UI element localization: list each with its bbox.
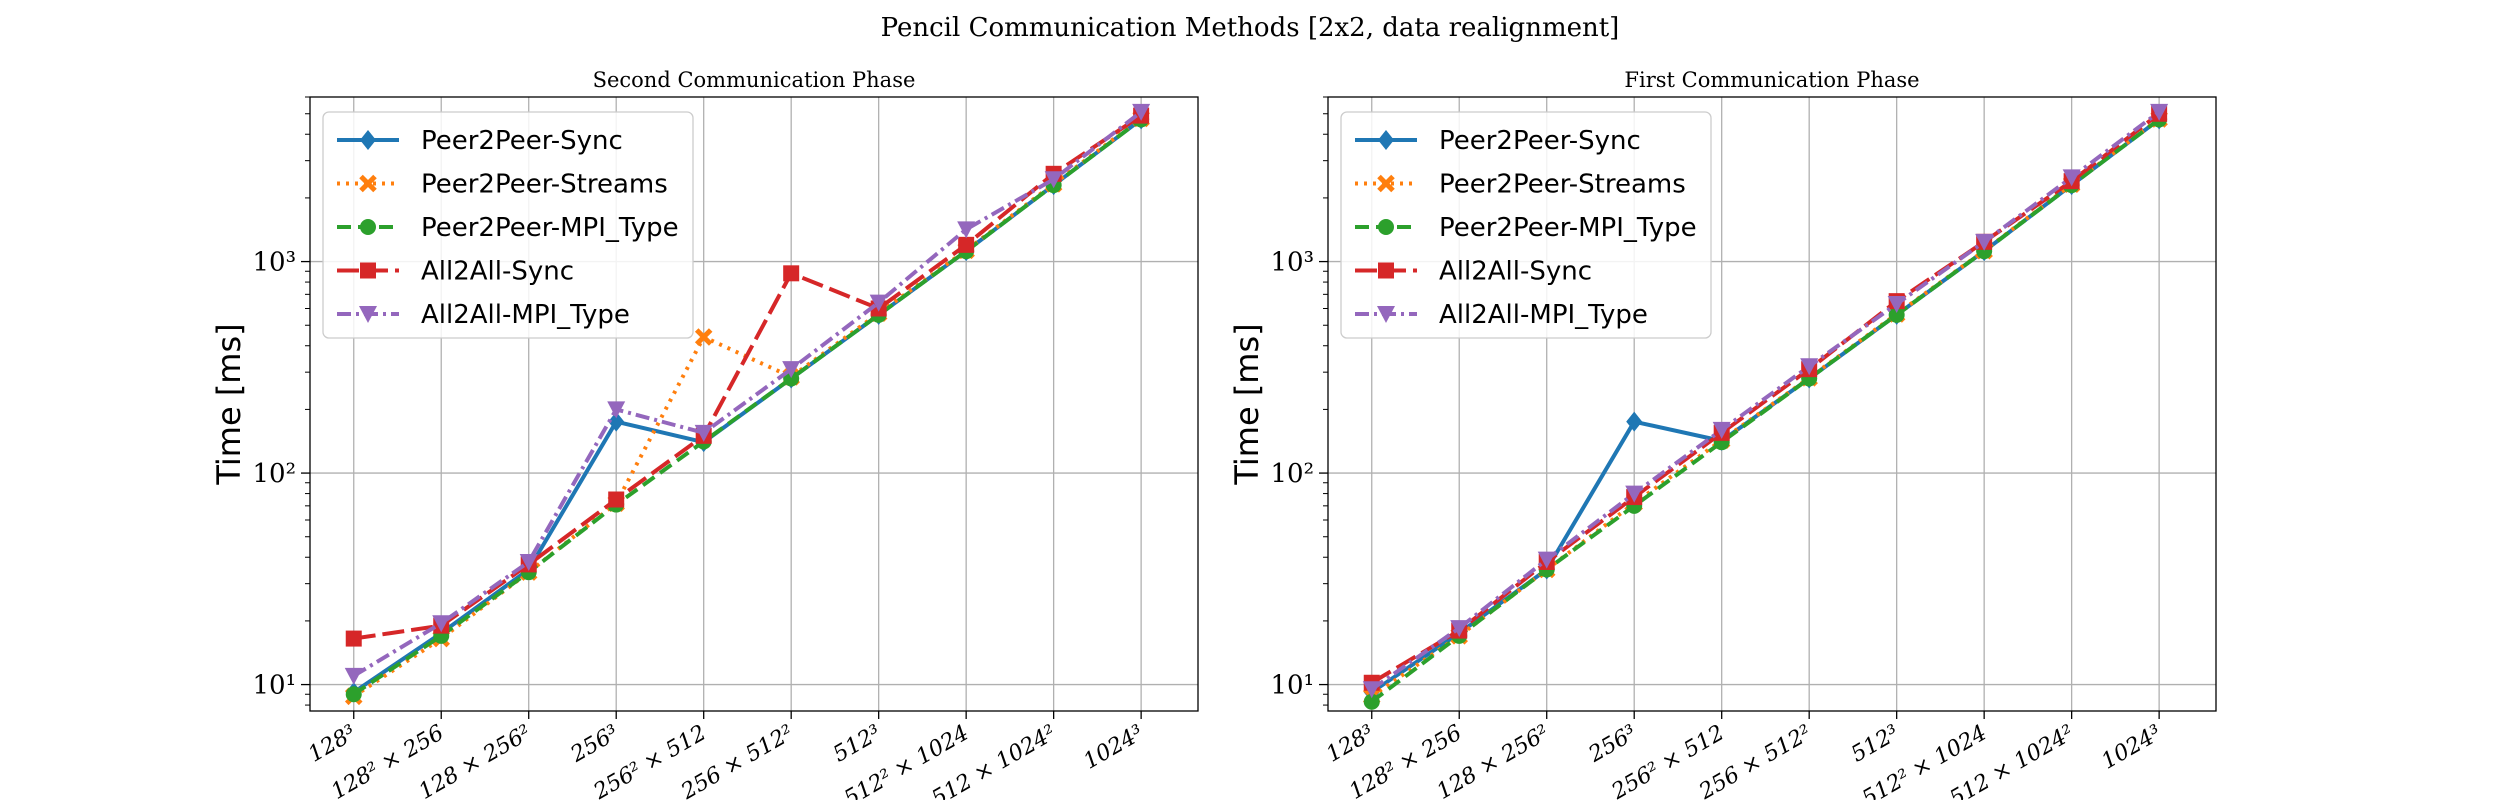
- legend-label: All2All-Sync: [1439, 257, 1592, 287]
- legend-entry-all2all-sync: All2All-Sync: [1355, 257, 1592, 287]
- data-point: [2062, 169, 2081, 187]
- data-point: [608, 491, 625, 508]
- data-point: [432, 615, 451, 633]
- plot-frame: [1327, 96, 2217, 712]
- legend-marker: [359, 174, 377, 193]
- legend-label: Peer2Peer-MPI_Type: [1439, 213, 1697, 243]
- y-axis-label: Time [ms]: [210, 323, 248, 485]
- legend-entry-peer2peer-sync: Peer2Peer-Sync: [1355, 126, 1641, 156]
- data-point: [1044, 171, 1063, 189]
- legend-marker: [359, 306, 377, 323]
- legend-label: All2All-MPI_Type: [421, 300, 630, 330]
- data-point: [2150, 103, 2169, 121]
- y-tick-label: 10³: [252, 248, 296, 278]
- series-line: [352, 117, 1143, 696]
- x-tick-label: 1024³: [2098, 721, 2167, 775]
- series-line: [1370, 117, 2161, 704]
- x-tick-label: 256³: [566, 721, 623, 769]
- legend-entry-all2all-sync: All2All-Sync: [337, 257, 574, 287]
- x-tick-label: 1024³: [1080, 721, 1149, 775]
- x-tick-label: 512³: [1847, 721, 1904, 768]
- data-point: [1362, 681, 1381, 699]
- data-point: [1537, 551, 1556, 569]
- legend-entry-peer2peer-mpi-type: Peer2Peer-MPI_Type: [337, 213, 679, 243]
- data-point: [1625, 485, 1644, 503]
- panel-title: Second Communication Phase: [593, 68, 916, 92]
- legend-marker: [1377, 174, 1395, 193]
- legend-marker: [360, 130, 376, 150]
- plot-frame: [309, 96, 1199, 712]
- legend-marker: [1378, 219, 1394, 235]
- x-tick-label: 128³: [1322, 721, 1379, 768]
- legend-entry-peer2peer-streams: Peer2Peer-Streams: [1355, 170, 1686, 200]
- data-point: [1712, 421, 1731, 439]
- legend-label: All2All-Sync: [421, 257, 574, 287]
- data-point: [694, 328, 713, 346]
- x-tick-label: 512³: [829, 721, 886, 768]
- y-tick-label: 10²: [252, 459, 296, 489]
- data-point: [1363, 693, 1380, 710]
- x-tick-label: 256³: [1584, 721, 1641, 769]
- data-point: [344, 667, 363, 685]
- data-point: [869, 294, 888, 312]
- data-point: [1800, 358, 1819, 376]
- legend-marker: [1378, 130, 1394, 150]
- legend-label: Peer2Peer-Sync: [421, 126, 623, 156]
- figure-title: Pencil Communication Methods [2x2, data …: [881, 13, 1620, 43]
- legend-entry-all2all-mpi-type: All2All-MPI_Type: [1355, 300, 1648, 330]
- legend-entry-all2all-mpi-type: All2All-MPI_Type: [337, 300, 630, 330]
- series-line: [352, 110, 1143, 678]
- legend: Peer2Peer-Sync Peer2Peer-Streams Peer2Peer…: [1340, 111, 1712, 339]
- data-point: [1887, 296, 1906, 314]
- data-point: [958, 236, 975, 253]
- panel-title: First Communication Phase: [1624, 68, 1919, 92]
- data-point: [1888, 306, 1905, 323]
- legend-entry-peer2peer-mpi-type: Peer2Peer-MPI_Type: [1355, 213, 1697, 243]
- data-point: [1975, 233, 1994, 251]
- data-point: [783, 265, 800, 282]
- data-point: [957, 221, 976, 239]
- legend-label: All2All-MPI_Type: [1439, 300, 1648, 330]
- series-line: [1370, 110, 2161, 691]
- legend-marker: [360, 262, 376, 279]
- data-point: [694, 424, 713, 442]
- series-all2all-mpi-type: [1362, 103, 2169, 699]
- y-tick-label: 10²: [1270, 459, 1314, 489]
- series-all2all-sync: [345, 107, 1150, 647]
- legend-box: [1340, 111, 1712, 339]
- data-point: [1626, 411, 1643, 432]
- legend-marker: [1377, 306, 1395, 323]
- data-point: [345, 630, 362, 647]
- data-point: [1132, 103, 1151, 121]
- legend-label: Peer2Peer-Streams: [421, 170, 668, 200]
- series-line: [1370, 112, 2161, 685]
- legend-label: Peer2Peer-Streams: [1439, 170, 1686, 200]
- y-axis-label: Time [ms]: [1228, 323, 1266, 485]
- legend-box: [322, 111, 694, 339]
- legend-marker: [360, 219, 376, 235]
- data-point: [608, 411, 625, 432]
- data-point: [782, 361, 801, 379]
- series-all2all-mpi-type: [344, 103, 1151, 685]
- series-line: [353, 113, 1143, 641]
- legend-label: Peer2Peer-MPI_Type: [421, 213, 679, 243]
- data-point: [607, 401, 626, 419]
- legend-entry-peer2peer-streams: Peer2Peer-Streams: [337, 170, 668, 200]
- legend-entry-peer2peer-sync: Peer2Peer-Sync: [337, 126, 623, 156]
- data-point: [345, 686, 362, 703]
- y-tick-label: 10¹: [252, 671, 296, 701]
- y-tick-label: 10³: [1270, 248, 1314, 278]
- legend: Peer2Peer-Sync Peer2Peer-Streams Peer2Peer…: [322, 111, 694, 339]
- data-point: [519, 553, 538, 571]
- data-point: [1450, 620, 1469, 638]
- legend-marker: [1378, 262, 1394, 279]
- legend-label: Peer2Peer-Sync: [1439, 126, 1641, 156]
- x-tick-label: 128³: [304, 721, 361, 768]
- y-tick-label: 10¹: [1270, 671, 1314, 701]
